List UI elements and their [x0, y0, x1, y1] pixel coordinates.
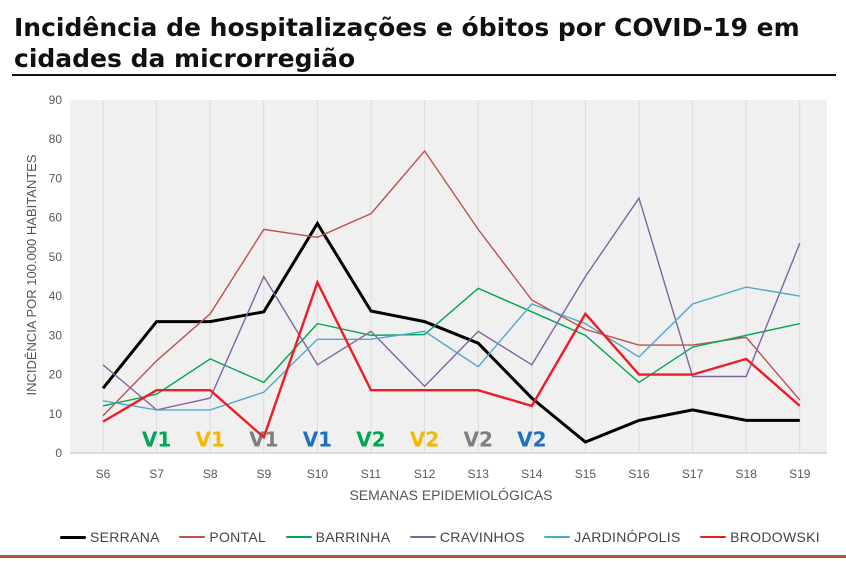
x-tick-label: S19 — [789, 467, 811, 481]
series-lines — [101, 149, 801, 444]
legend-item-brodowski: BRODOWSKI — [700, 529, 820, 545]
x-axis-label: SEMANAS EPIDEMIOLÓGICAS — [349, 487, 552, 503]
legend-swatch — [544, 536, 571, 538]
line-chart: 0 10 20 30 40 50 60 70 80 90 S6 S7 S8 S9 S10 S11 S12 S13… — [24, 93, 827, 503]
legend-item-barrinha: BARRINHA — [285, 529, 391, 545]
legend-swatch — [285, 536, 312, 538]
y-tick-label: 80 — [49, 132, 63, 146]
x-tick-label: S14 — [521, 467, 543, 481]
legend-label: JARDINÓPOLIS — [574, 529, 681, 545]
x-axis-ticks: S6 S7 S8 S9 S10 S11 S12 S13 S14 S15 S16 S17 S18 S19 — [96, 467, 811, 481]
x-tick-label: S18 — [736, 467, 758, 481]
y-tick-label: 30 — [49, 328, 63, 342]
legend-label: CRAVINHOS — [439, 529, 525, 545]
y-axis-ticks: 0 10 20 30 40 50 60 70 80 90 — [49, 93, 63, 460]
annotation-label: V2 — [463, 428, 492, 452]
series-line-jardinópolis — [102, 286, 800, 411]
x-tick-label: S17 — [682, 467, 704, 481]
annotation-label: V1 — [249, 428, 278, 452]
y-axis-label: INCIDÊNCIA POR 100.000 HABITANTES — [24, 154, 39, 395]
x-tick-label: S8 — [203, 467, 218, 481]
legend-label: BRODOWSKI — [730, 529, 820, 545]
legend: SERRANA PONTAL BARRINHA CRAVINHOS JARDINÓPOL… — [60, 526, 820, 548]
plot-area — [70, 100, 827, 453]
series-line-serrana — [101, 220, 800, 444]
legend-item-jardinópolis: JARDINÓPOLIS — [544, 529, 680, 545]
vaccine-annotations: V1 V1 V1 V1 V2 V2 V2 V2 — [142, 428, 547, 452]
x-tick-label: S7 — [149, 467, 164, 481]
annotation-label: V2 — [517, 428, 546, 452]
x-tick-label: S16 — [628, 467, 650, 481]
legend-item-pontal: PONTAL — [179, 529, 266, 545]
y-tick-label: 10 — [49, 407, 63, 421]
y-tick-label: 0 — [55, 446, 62, 460]
series-line-cravinhos — [102, 196, 801, 411]
x-tick-label: S9 — [256, 467, 271, 481]
x-tick-label: S10 — [307, 467, 329, 481]
annotation-label: V1 — [303, 428, 332, 452]
legend-swatch — [409, 536, 436, 538]
legend-swatch — [700, 535, 727, 539]
grid-lines — [70, 100, 827, 454]
chart-title: Incidência de hospitalizações e óbitos p… — [14, 13, 800, 73]
legend-swatch — [60, 535, 86, 539]
y-tick-label: 50 — [49, 250, 63, 264]
x-tick-label: S11 — [361, 467, 382, 481]
legend-item-serrana: SERRANA — [60, 529, 160, 545]
series-line-brodowski — [102, 279, 801, 440]
series-line-barrinha — [102, 287, 800, 407]
footer-rule — [0, 555, 846, 558]
annotation-label: V2 — [410, 428, 439, 452]
y-tick-label: 90 — [49, 93, 63, 107]
annotation-label: V2 — [356, 428, 385, 452]
y-tick-label: 40 — [49, 289, 63, 303]
legend-label: SERRANA — [90, 529, 160, 545]
legend-label: PONTAL — [209, 529, 267, 545]
x-tick-label: S12 — [414, 467, 436, 481]
y-tick-label: 70 — [49, 171, 63, 185]
legend-item-cravinhos: CRAVINHOS — [409, 529, 525, 545]
legend-swatch — [179, 536, 206, 538]
title-underline — [12, 74, 836, 76]
x-tick-label: S15 — [575, 467, 597, 481]
x-tick-label: S13 — [468, 467, 490, 481]
annotation-label: V1 — [195, 428, 224, 452]
x-tick-label: S6 — [96, 467, 111, 481]
y-tick-label: 20 — [49, 368, 63, 382]
annotation-label: V1 — [142, 428, 171, 452]
legend-label: BARRINHA — [315, 529, 391, 545]
y-tick-label: 60 — [49, 211, 63, 225]
